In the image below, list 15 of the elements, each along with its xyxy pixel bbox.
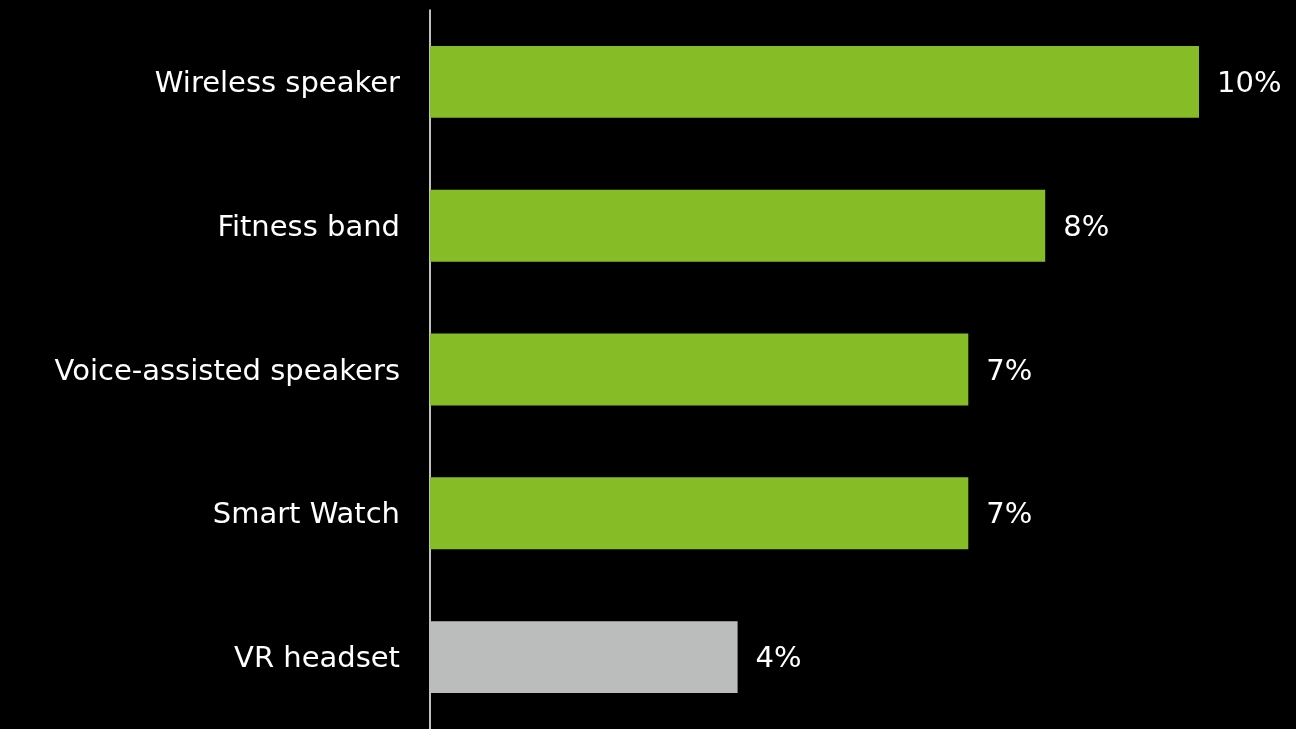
bar [430,189,1046,262]
data-label: 7% [986,352,1033,387]
y-tick-label: VR headset [234,640,400,675]
bar [430,333,969,406]
bar [430,45,1199,118]
y-tick-label: Smart Watch [212,496,400,531]
data-label: 4% [755,640,802,675]
data-label: 7% [986,496,1033,531]
data-label: 10% [1217,64,1282,99]
bar [430,477,969,550]
y-tick-label: Fitness band [217,208,400,243]
data-label: 8% [1063,208,1110,243]
y-tick-label: Voice-assisted speakers [54,352,400,387]
bar [430,621,738,694]
y-tick-label: Wireless speaker [154,64,401,99]
